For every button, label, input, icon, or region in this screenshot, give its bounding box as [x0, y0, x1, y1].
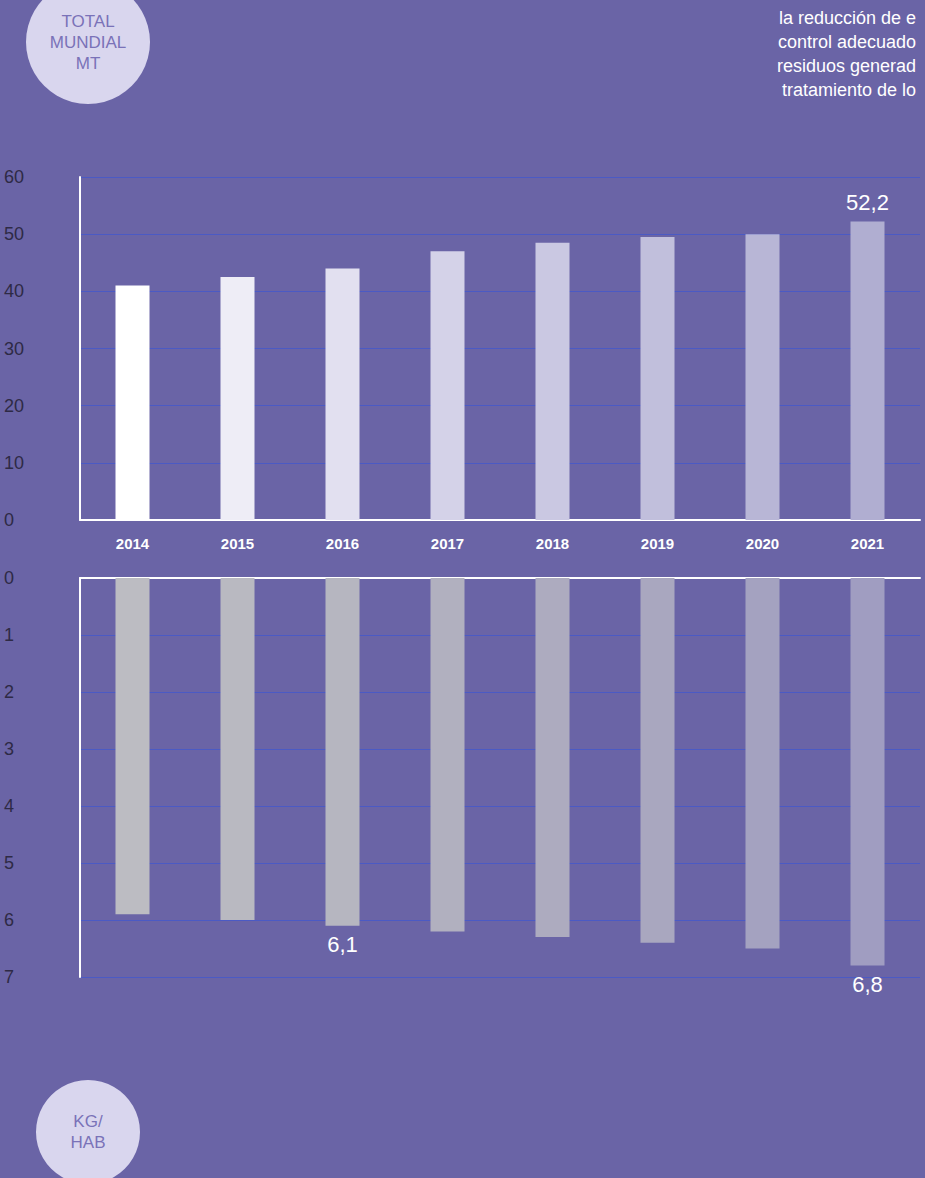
svg-text:2015: 2015	[221, 535, 254, 552]
svg-text:3: 3	[4, 739, 14, 759]
svg-text:6: 6	[4, 910, 14, 930]
svg-text:52,2: 52,2	[846, 190, 889, 215]
svg-text:KG/: KG/	[73, 1112, 103, 1131]
svg-text:HAB: HAB	[71, 1133, 106, 1152]
svg-text:2020: 2020	[746, 535, 779, 552]
svg-text:4: 4	[4, 796, 14, 816]
svg-text:0: 0	[4, 568, 14, 588]
svg-text:30: 30	[4, 339, 24, 359]
svg-text:60: 60	[4, 167, 24, 187]
svg-text:residuos generad: residuos generad	[777, 56, 916, 76]
svg-text:MT: MT	[76, 54, 101, 73]
svg-text:2017: 2017	[431, 535, 464, 552]
svg-text:tratamiento de lo: tratamiento de lo	[782, 80, 916, 100]
svg-text:2014: 2014	[116, 535, 150, 552]
svg-text:control adecuado: control adecuado	[778, 32, 916, 52]
svg-text:2: 2	[4, 682, 14, 702]
svg-text:6,8: 6,8	[852, 972, 883, 997]
svg-text:2018: 2018	[536, 535, 569, 552]
svg-text:7: 7	[4, 967, 14, 987]
svg-text:2019: 2019	[641, 535, 674, 552]
svg-text:1: 1	[4, 625, 14, 645]
svg-text:5: 5	[4, 853, 14, 873]
svg-text:6,1: 6,1	[327, 932, 358, 957]
svg-text:TOTAL: TOTAL	[61, 12, 114, 31]
svg-text:0: 0	[4, 510, 14, 530]
svg-text:20: 20	[4, 396, 24, 416]
svg-text:la reducción de e: la reducción de e	[779, 8, 916, 28]
svg-text:2021: 2021	[851, 535, 884, 552]
svg-text:MUNDIAL: MUNDIAL	[50, 33, 127, 52]
svg-text:50: 50	[4, 224, 24, 244]
svg-text:2016: 2016	[326, 535, 359, 552]
svg-text:10: 10	[4, 453, 24, 473]
svg-text:40: 40	[4, 281, 24, 301]
